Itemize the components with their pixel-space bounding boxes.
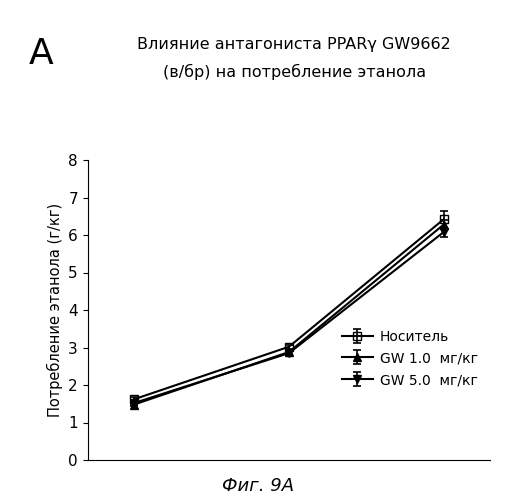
Text: (в/бр) на потребление этанола: (в/бр) на потребление этанола [163,64,426,80]
Text: A: A [28,38,53,72]
Text: Фиг. 9А: Фиг. 9А [222,477,294,495]
Y-axis label: Потребление этанола (г/кг): Потребление этанола (г/кг) [46,203,62,417]
Legend: Носитель, GW 1.0  мг/кг, GW 5.0  мг/кг: Носитель, GW 1.0 мг/кг, GW 5.0 мг/кг [336,324,483,393]
Text: Влияние антагониста PPARγ GW9662: Влияние антагониста PPARγ GW9662 [137,38,451,52]
